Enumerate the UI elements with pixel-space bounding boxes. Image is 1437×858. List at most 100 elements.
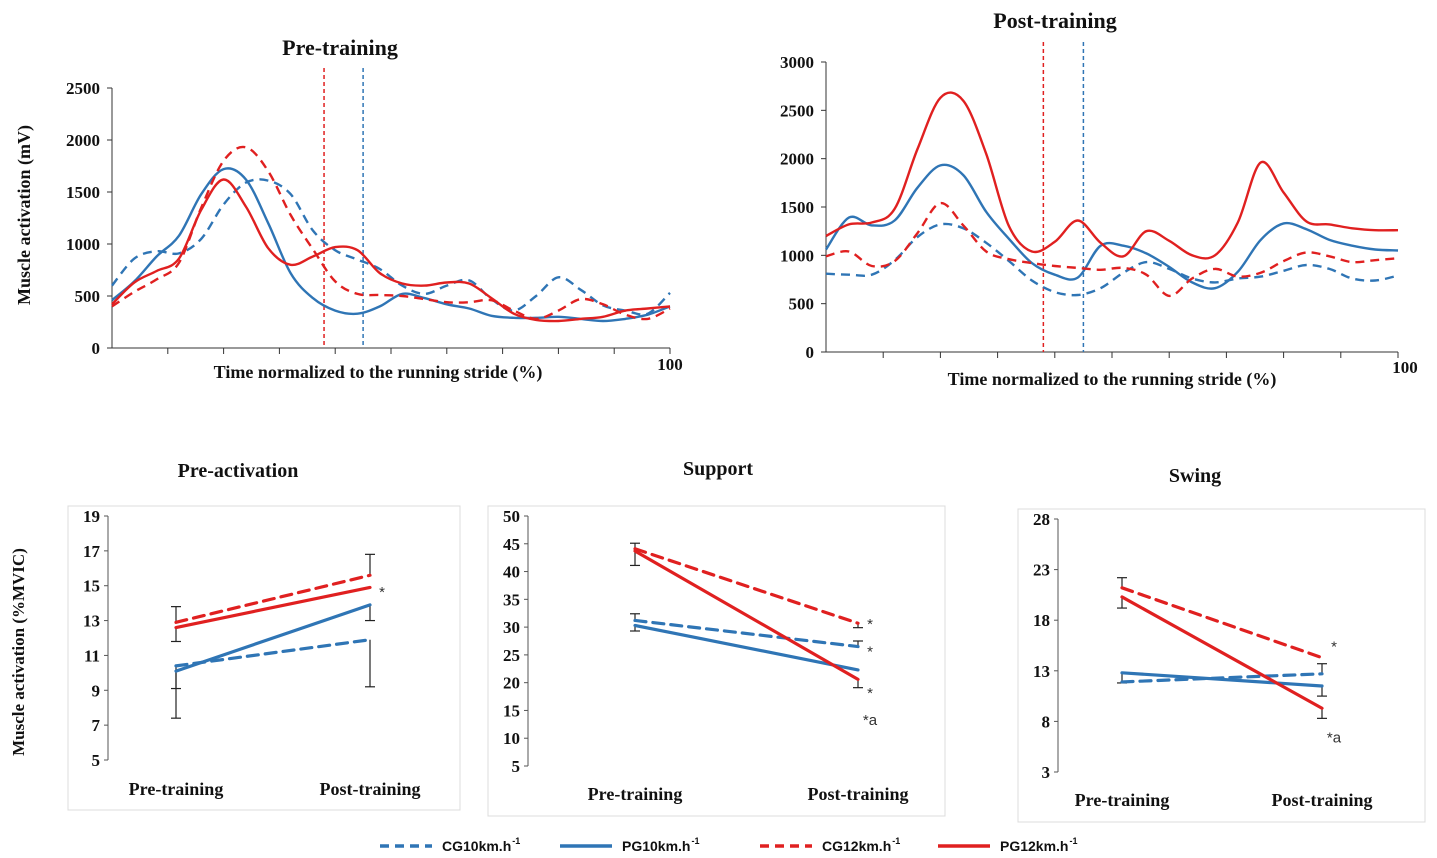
legend-item-pg10: PG10km.h -1: [560, 836, 700, 854]
y-tick-label: 1500: [66, 183, 100, 202]
plot-frame: [487, 505, 946, 817]
plot-frame: [1017, 508, 1426, 823]
y-tick-label: 40: [503, 563, 520, 582]
significance-marker: *: [1331, 639, 1337, 656]
y-tick-label: 50: [503, 507, 520, 526]
category-label: Pre-training: [1075, 790, 1170, 810]
chart-title: Support: [683, 458, 753, 480]
series-line-pg12: [825, 91, 1399, 260]
legend-label-superscript: -1: [892, 836, 900, 846]
legend-item-pg12: PG12km.h -1: [938, 836, 1078, 854]
significance-marker: *a: [1327, 730, 1342, 747]
x-axis-label: Time normalized to the running stride (%…: [948, 369, 1277, 390]
y-tick-label: 9: [92, 681, 101, 700]
swing-chart: Swing 3 8 13 18 23 28 Pre-training Post-trainin…: [1017, 465, 1426, 823]
legend: CG10km.h -1 PG10km.h -1 CG12km.h -1 PG12km.h -1: [380, 836, 1078, 854]
significance-marker: *: [867, 616, 873, 633]
y-tick-label: 35: [503, 590, 520, 609]
significance-marker: *: [867, 685, 873, 702]
series-line-cg12: [1120, 586, 1324, 660]
legend-label: CG12km.h: [822, 838, 891, 854]
y-tick-label: 3: [1042, 763, 1051, 782]
y-tick-label: 500: [789, 295, 815, 314]
series-line-pg12: [1120, 595, 1324, 710]
significance-marker: *: [867, 643, 873, 660]
y-tick-label: 10: [503, 729, 520, 748]
series-line-cg12: [111, 145, 671, 321]
category-label: Post-training: [320, 779, 421, 799]
y-tick-label: 1000: [66, 235, 100, 254]
series-line-cg10: [825, 222, 1399, 297]
x-tick-label: 100: [657, 355, 683, 374]
y-tick-label: 28: [1033, 510, 1050, 529]
series-line-pg10: [825, 163, 1399, 290]
pre-activation-chart: Pre-activation Muscle activation (%MVIC)…: [9, 460, 461, 811]
series-line-cg12: [825, 201, 1399, 298]
chart-title: Post-training: [993, 8, 1116, 33]
legend-label: CG10km.h: [442, 838, 511, 854]
x-axis-label: Time normalized to the running stride (%…: [214, 362, 543, 383]
legend-label: PG12km.h: [1000, 838, 1068, 854]
pre-training-timeseries-chart: Pre-training Muscle activation (mV) Time…: [14, 35, 683, 383]
y-tick-label: 13: [1033, 662, 1050, 681]
category-label: Pre-training: [588, 784, 683, 804]
chart-title: Pre-training: [282, 35, 398, 60]
series-line-pg10: [174, 603, 372, 673]
significance-marker: *: [379, 584, 385, 601]
y-tick-label: 500: [75, 287, 101, 306]
series-line-pg12: [633, 549, 860, 681]
y-tick-label: 30: [503, 618, 520, 637]
category-label: Pre-training: [129, 779, 224, 799]
support-chart: Support 5 10 15 20 25 30 35 40 45 50 Pre-training P…: [487, 458, 946, 817]
y-tick-label: 1500: [780, 198, 814, 217]
y-tick-label: 15: [83, 577, 100, 596]
y-tick-label: 8: [1042, 712, 1051, 731]
y-tick-label: 11: [84, 646, 100, 665]
series-line-cg10: [174, 638, 372, 668]
y-axis-label: Muscle activation (%MVIC): [9, 548, 28, 756]
y-tick-label: 0: [806, 343, 815, 362]
significance-marker: *a: [863, 712, 878, 729]
series-line-cg12: [633, 547, 860, 625]
y-tick-label: 3000: [780, 53, 814, 72]
y-tick-label: 2500: [780, 101, 814, 120]
y-tick-label: 5: [512, 757, 521, 776]
y-tick-label: 23: [1033, 561, 1050, 580]
y-tick-label: 5: [92, 751, 101, 770]
y-tick-label: 13: [83, 612, 100, 631]
legend-item-cg12: CG12km.h -1: [760, 836, 900, 854]
series-line-cg12: [174, 573, 372, 624]
legend-label-superscript: -1: [1069, 836, 1077, 846]
y-tick-label: 2000: [66, 131, 100, 150]
series-line-pg12: [111, 178, 671, 323]
y-tick-label: 18: [1033, 611, 1050, 630]
x-tick-label: 100: [1392, 358, 1418, 377]
chart-title: Pre-activation: [178, 460, 299, 482]
y-tick-label: 20: [503, 674, 520, 693]
y-tick-label: 7: [92, 716, 101, 735]
y-tick-label: 2000: [780, 150, 814, 169]
series-line-pg10: [1120, 671, 1324, 688]
y-tick-label: 19: [83, 507, 100, 526]
y-tick-label: 1000: [780, 246, 814, 265]
y-axis-label: Muscle activation (mV): [14, 125, 35, 305]
legend-label: PG10km.h: [622, 838, 690, 854]
series-line-cg10: [111, 178, 671, 316]
y-tick-label: 15: [503, 701, 520, 720]
legend-label-superscript: -1: [691, 836, 699, 846]
y-tick-label: 2500: [66, 79, 100, 98]
y-tick-label: 25: [503, 646, 520, 665]
y-tick-label: 17: [83, 542, 101, 561]
series-line-pg10: [633, 623, 860, 672]
series-line-pg12: [174, 585, 372, 630]
plot-frame: [67, 505, 461, 811]
category-label: Post-training: [1272, 790, 1373, 810]
series-line-cg10: [633, 618, 860, 649]
category-label: Post-training: [808, 784, 909, 804]
post-training-timeseries-chart: Post-training Time normalized to the run…: [780, 8, 1418, 390]
chart-title: Swing: [1169, 465, 1221, 487]
legend-item-cg10: CG10km.h -1: [380, 836, 520, 854]
y-tick-label: 45: [503, 535, 520, 554]
y-tick-label: 0: [92, 339, 101, 358]
